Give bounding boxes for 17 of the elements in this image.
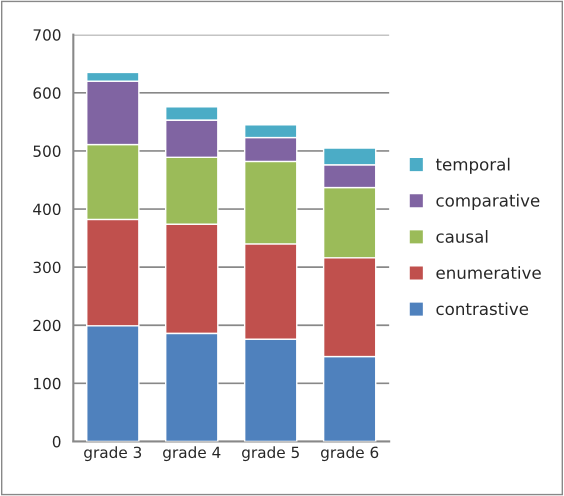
legend-label: comparative bbox=[436, 194, 540, 210]
legend-label: enumerative bbox=[436, 266, 541, 280]
y-tick-label: 0 bbox=[52, 436, 60, 448]
legend-label: causal bbox=[436, 230, 488, 243]
legend-label: temporal bbox=[436, 158, 510, 174]
x-tick-label: grade 6 bbox=[321, 446, 378, 462]
y-tick-label: 400 bbox=[33, 203, 60, 216]
y-tick-label: 300 bbox=[34, 262, 60, 274]
y-tick-label: 600 bbox=[33, 87, 60, 99]
x-tick-label: grade 4 bbox=[163, 446, 220, 462]
x-tick-label: grade 3 bbox=[84, 446, 142, 462]
y-tick-label: 500 bbox=[34, 145, 60, 157]
legend-label: contrastive bbox=[436, 302, 528, 316]
y-tick-label: 200 bbox=[33, 320, 60, 332]
y-tick-label: 700 bbox=[34, 29, 60, 41]
y-tick-label: 100 bbox=[34, 378, 60, 390]
x-tick-label: grade 5 bbox=[242, 446, 299, 462]
